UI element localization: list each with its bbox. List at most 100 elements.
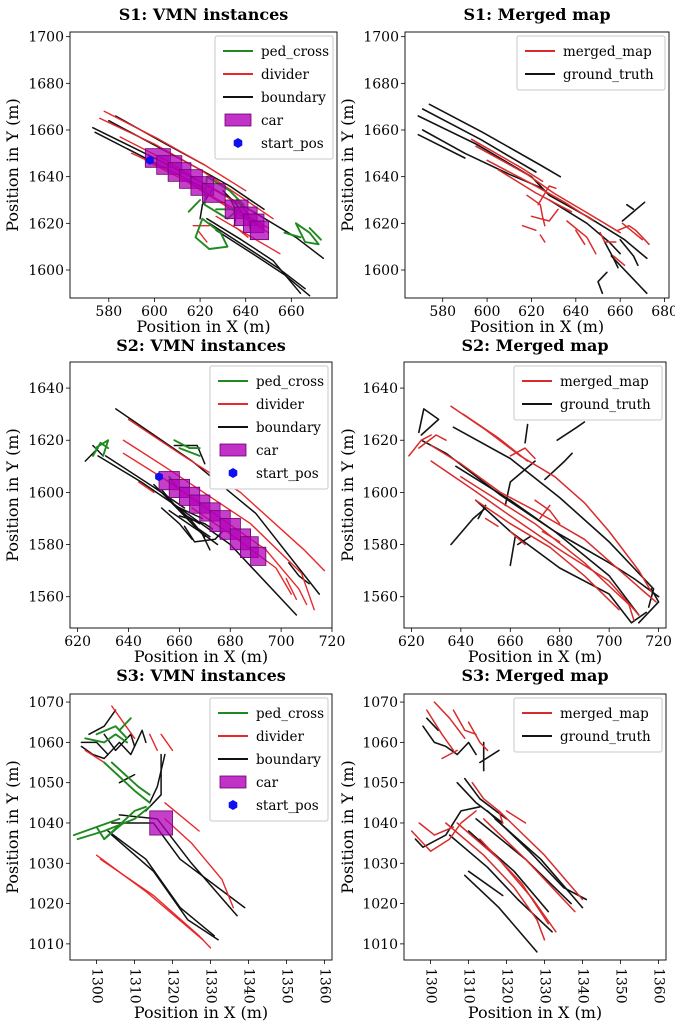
legend-box bbox=[214, 35, 334, 160]
ped-cross-line bbox=[187, 199, 202, 213]
legend: merged_map ground_truth bbox=[516, 35, 666, 91]
y-axis-label: Position in Y (m) bbox=[3, 98, 22, 231]
y-tick-label: 1070 bbox=[28, 695, 64, 711]
legend-label: merged_map bbox=[560, 374, 649, 390]
merged-map-line bbox=[534, 499, 561, 525]
merged-map-line bbox=[410, 810, 477, 852]
boundary-line bbox=[111, 822, 246, 909]
y-tick-label: 1660 bbox=[363, 123, 399, 139]
ground-truth-line bbox=[428, 103, 562, 178]
x-tick-label: 1340 bbox=[240, 968, 256, 1004]
y-tick-label: 1040 bbox=[362, 816, 398, 832]
x-tick-label: 660 bbox=[278, 304, 305, 320]
ground-truth-line bbox=[597, 271, 608, 295]
x-tick-label: 720 bbox=[645, 634, 672, 650]
merged-map-line bbox=[497, 168, 573, 213]
y-axis-label: Position in Y (m) bbox=[3, 760, 22, 893]
y-tick-label: 1050 bbox=[362, 776, 398, 792]
merged-map-line bbox=[452, 709, 477, 736]
y-tick-label: 1580 bbox=[362, 538, 398, 554]
divider-line bbox=[111, 705, 136, 739]
legend: merged_map ground_truth bbox=[513, 697, 663, 753]
divider-line bbox=[285, 577, 298, 600]
merged-map-line bbox=[433, 701, 466, 740]
divider-line bbox=[127, 418, 326, 572]
plot-frame bbox=[403, 693, 667, 961]
y-axis-label: Position in Y (m) bbox=[338, 760, 357, 893]
y-tick-label: 1060 bbox=[362, 735, 398, 751]
legend-label: ground_truth bbox=[560, 397, 651, 413]
ground-truth-line bbox=[548, 199, 622, 255]
legend-car-swatch bbox=[219, 443, 247, 457]
y-tick-label: 1010 bbox=[28, 937, 64, 953]
legend-label: divider bbox=[261, 67, 310, 83]
ground-truth-line bbox=[474, 499, 648, 624]
boundary-line bbox=[188, 520, 211, 551]
ground-truth-line bbox=[467, 830, 550, 913]
y-tick-label: 1700 bbox=[363, 30, 399, 46]
boundary-line bbox=[215, 229, 311, 297]
x-tick-label: 1300 bbox=[89, 968, 105, 1004]
merged-map-line bbox=[539, 504, 551, 520]
ped-cross-line bbox=[118, 717, 132, 732]
start-pos-marker bbox=[155, 472, 163, 482]
ground-truth-line bbox=[603, 241, 619, 269]
boundary-line bbox=[80, 741, 109, 756]
legend-car-swatch bbox=[219, 775, 247, 789]
y-tick-label: 1030 bbox=[362, 856, 398, 872]
merged-map-line bbox=[621, 222, 644, 241]
merged-map-line bbox=[484, 517, 499, 528]
ground-truth-line bbox=[625, 203, 635, 211]
ped-cross-line bbox=[103, 761, 151, 804]
plot-area bbox=[408, 405, 660, 624]
merged-map-line bbox=[479, 838, 550, 925]
legend-label: divider bbox=[256, 397, 305, 413]
ped-cross-line bbox=[283, 231, 302, 239]
legend-label: car bbox=[256, 443, 279, 459]
ped-cross-line bbox=[308, 227, 322, 241]
plot-frame bbox=[404, 31, 670, 299]
ped-cross-line bbox=[194, 217, 229, 250]
legend-label: boundary bbox=[261, 90, 326, 106]
boundary-line bbox=[88, 709, 117, 736]
legend-label: boundary bbox=[256, 420, 321, 436]
divider-line bbox=[164, 818, 235, 909]
ped-cross-line bbox=[95, 725, 128, 740]
ground-truth-line bbox=[619, 238, 639, 267]
merged-map-line bbox=[467, 721, 489, 752]
x-tick-label: 1310 bbox=[127, 968, 143, 1004]
x-tick-label: 700 bbox=[596, 634, 623, 650]
ground-truth-line bbox=[422, 725, 477, 756]
x-tick-label: 660 bbox=[166, 634, 193, 650]
merged-map-line bbox=[509, 447, 536, 460]
boundary-line bbox=[130, 733, 136, 748]
x-axis-label: Position in X (m) bbox=[134, 1003, 268, 1021]
ground-truth-line bbox=[479, 749, 500, 764]
legend-box bbox=[513, 697, 663, 753]
x-tick-label: 1360 bbox=[650, 968, 666, 1004]
ground-truth-line bbox=[448, 834, 553, 933]
y-tick-label: 1680 bbox=[28, 76, 64, 92]
y-tick-label: 1600 bbox=[28, 485, 64, 501]
y-axis-label: Position in Y (m) bbox=[338, 428, 357, 561]
divider-line bbox=[103, 110, 247, 192]
boundary-line bbox=[111, 834, 219, 941]
x-tick-label: 660 bbox=[607, 304, 634, 320]
merged-map-line bbox=[541, 530, 561, 543]
x-tick-label: 680 bbox=[217, 634, 244, 650]
x-tick-label: 660 bbox=[497, 634, 524, 650]
merged-map-line bbox=[575, 229, 586, 246]
legend: merged_map ground_truth bbox=[513, 365, 663, 421]
plot-frame bbox=[69, 693, 333, 961]
ground-truth-line bbox=[610, 255, 648, 295]
plot-area bbox=[417, 103, 650, 295]
y-tick-label: 1700 bbox=[28, 30, 64, 46]
boundary-line bbox=[148, 753, 166, 804]
y-tick-label: 1030 bbox=[28, 856, 64, 872]
y-tick-label: 1020 bbox=[362, 897, 398, 913]
boundary-line bbox=[107, 830, 216, 937]
y-tick-label: 1600 bbox=[28, 263, 64, 279]
chart-title: S3: Merged map bbox=[461, 666, 608, 685]
